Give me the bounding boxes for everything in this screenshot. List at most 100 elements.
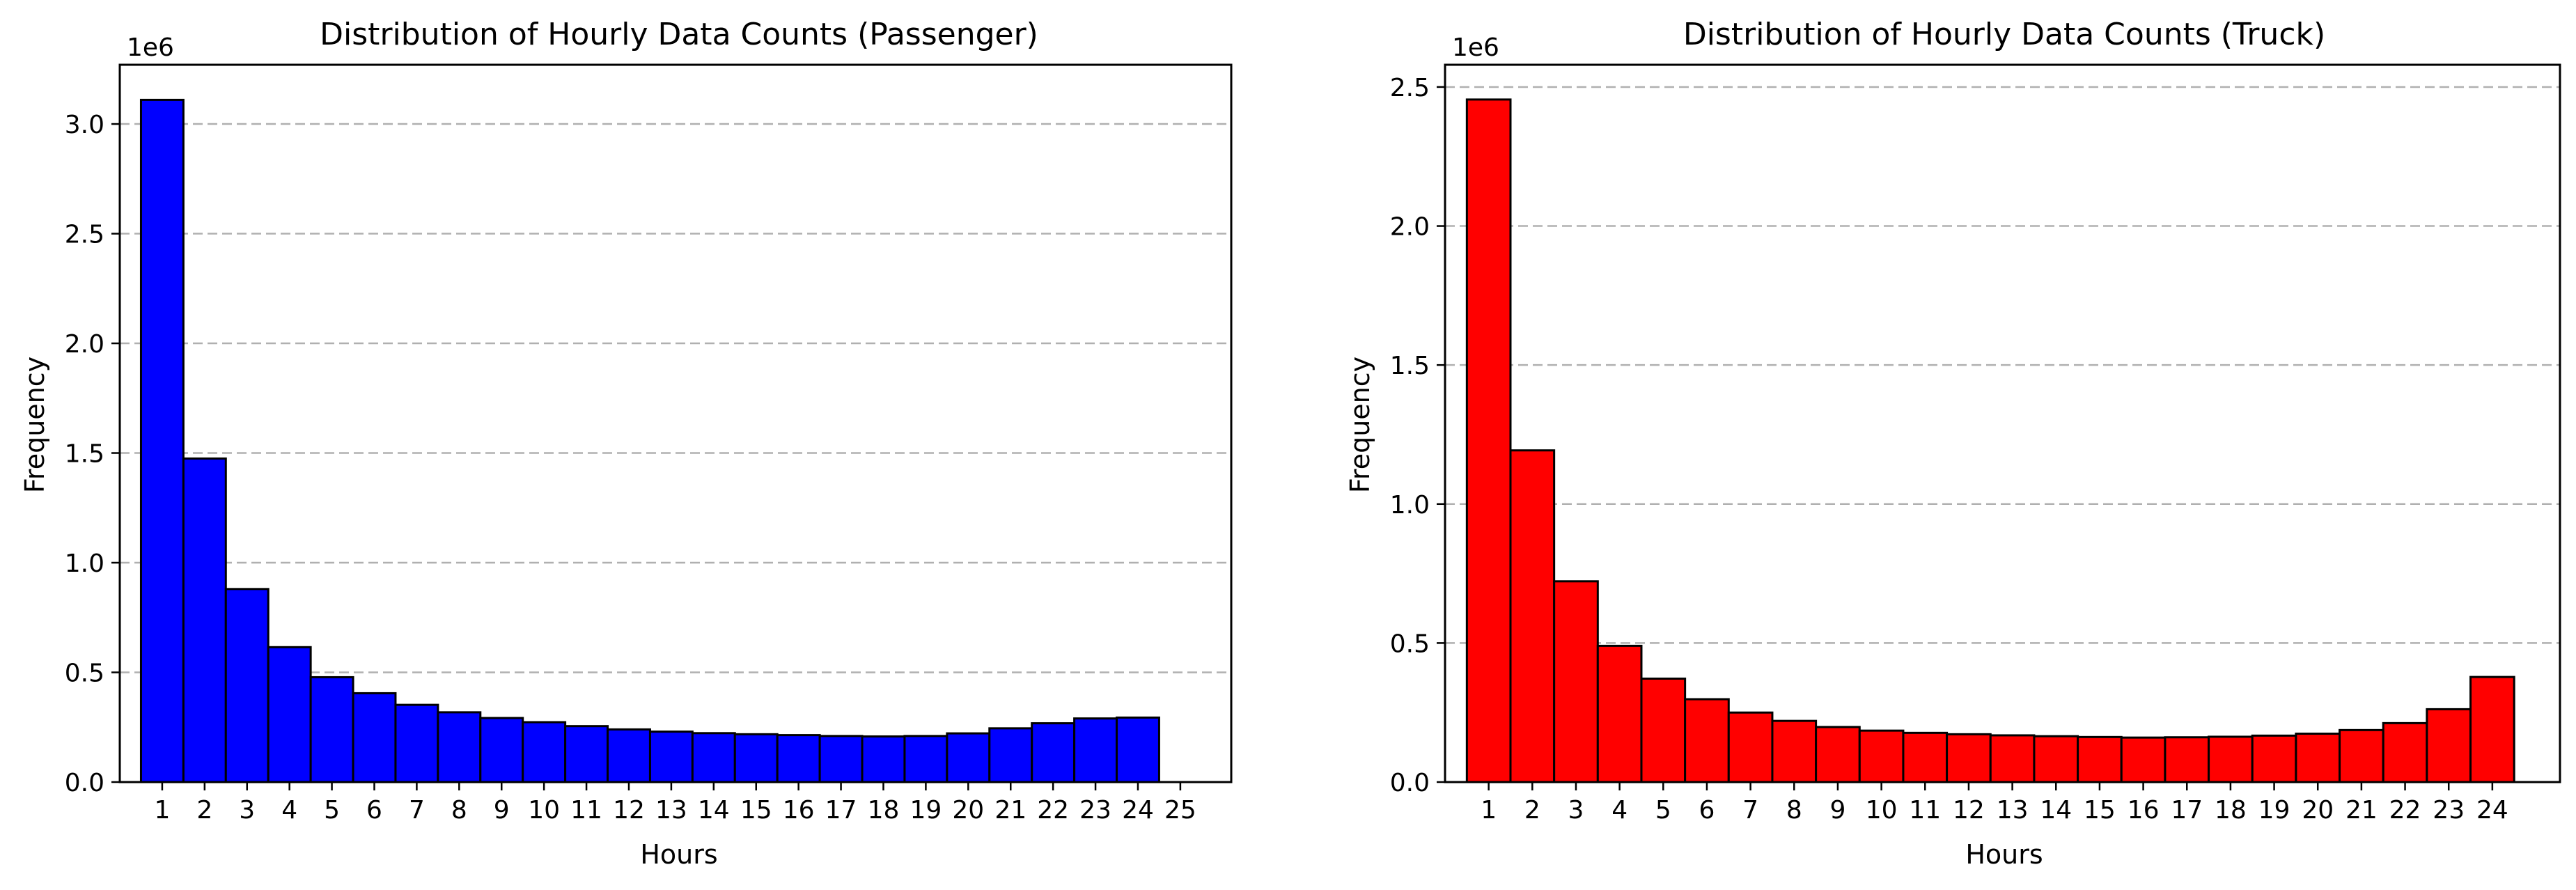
chart-title: Distribution of Hourly Data Counts (Pass…	[320, 17, 1038, 52]
bar	[2251, 734, 2297, 783]
x-tick-label: 15	[2084, 796, 2116, 825]
bar	[2469, 676, 2515, 783]
bar	[1684, 698, 1730, 783]
x-tick-label: 24	[1122, 796, 1154, 825]
bar	[1989, 734, 2036, 783]
x-tick-label: 15	[740, 796, 772, 825]
x-tick-label: 3	[1568, 796, 1584, 825]
x-tick-label: 9	[1830, 796, 1846, 825]
y-tick-label: 2.0	[1390, 213, 1430, 242]
x-tick-label: 17	[2171, 796, 2203, 825]
bar	[394, 703, 439, 783]
bar	[1727, 711, 1774, 783]
x-ticks: 1 2 3 4 5 6 7 8 9 10 11 12 13 14 15 16 17 18 19 20 21 22 23 24	[1481, 782, 2508, 825]
y-tick-label: 2.0	[65, 330, 104, 359]
bar	[352, 692, 397, 783]
truck-histogram-panel: Distribution of Hourly Data Counts (Truc…	[1345, 17, 2561, 870]
x-tick-label: 21	[994, 796, 1027, 825]
x-tick-label: 2	[1524, 796, 1540, 825]
y-axis-label: Frequency	[1345, 357, 1375, 493]
x-tick-label: 7	[409, 796, 425, 825]
bar	[861, 735, 906, 783]
bar	[1771, 719, 1818, 783]
x-tick-label: 9	[494, 796, 510, 825]
y-ticks: 0.0 0.5 1.0 1.5 2.0 2.5	[1390, 74, 1445, 797]
x-ticks: 1 2 3 4 5 6 7 8 9 10 11 12 13 14 15 16 17 18 19 20 21 22 23 24 2…	[154, 782, 1196, 825]
x-tick-label: 23	[2433, 796, 2465, 825]
x-tick-label: 24	[2476, 796, 2508, 825]
bar	[733, 733, 779, 783]
x-tick-label: 8	[451, 796, 467, 825]
x-tick-label: 16	[783, 796, 815, 825]
bar	[1031, 722, 1076, 783]
x-tick-label: 1	[1481, 796, 1497, 825]
x-tick-label: 11	[1909, 796, 1941, 825]
bar	[2077, 735, 2123, 783]
bar	[224, 588, 270, 783]
bar	[691, 732, 736, 783]
x-tick-label: 2	[196, 796, 212, 825]
y-offset-label: 1e6	[127, 33, 174, 62]
bar	[1509, 449, 1556, 783]
x-tick-label: 19	[2258, 796, 2290, 825]
bar	[267, 646, 312, 783]
y-tick-label: 1.5	[1390, 352, 1430, 380]
y-tick-label: 1.5	[65, 440, 104, 469]
y-tick-label: 0.5	[65, 659, 104, 688]
x-tick-label: 19	[910, 796, 942, 825]
x-tick-label: 17	[825, 796, 857, 825]
bar	[2382, 721, 2428, 783]
x-tick-label: 20	[952, 796, 984, 825]
x-tick-label: 23	[1079, 796, 1111, 825]
bar	[2426, 708, 2472, 783]
x-tick-label: 18	[2215, 796, 2247, 825]
x-tick-label: 22	[1037, 796, 1069, 825]
bar	[139, 98, 185, 783]
bar	[2120, 736, 2167, 783]
x-tick-label: 12	[1953, 796, 1985, 825]
bar	[479, 717, 524, 783]
bar	[1465, 98, 1512, 783]
x-tick-label: 25	[1164, 796, 1196, 825]
x-tick-label: 5	[1655, 796, 1671, 825]
bars	[139, 98, 1160, 783]
bar	[818, 735, 864, 783]
chart-title: Distribution of Hourly Data Counts (Truc…	[1683, 17, 2325, 52]
x-tick-label: 8	[1786, 796, 1802, 825]
x-tick-label: 1	[154, 796, 170, 825]
bar	[988, 727, 1033, 783]
x-tick-label: 4	[281, 796, 297, 825]
y-ticks: 0.0 0.5 1.0 1.5 2.0 2.5 3.0	[65, 111, 120, 797]
x-tick-label: 21	[2345, 796, 2378, 825]
bar	[2033, 735, 2079, 783]
x-tick-label: 4	[1611, 796, 1627, 825]
passenger-histogram-panel: Distribution of Hourly Data Counts (Pass…	[19, 17, 1233, 870]
bar	[648, 731, 694, 783]
bar	[1815, 726, 1861, 783]
bar	[2295, 733, 2341, 783]
x-tick-label: 13	[1997, 796, 2029, 825]
bar	[1116, 716, 1160, 783]
bar	[607, 728, 651, 783]
x-tick-label: 12	[613, 796, 645, 825]
x-tick-label: 3	[239, 796, 255, 825]
y-tick-label: 0.0	[1390, 769, 1430, 797]
bar	[309, 676, 354, 783]
x-axis-label: Hours	[640, 839, 717, 870]
bar	[1902, 731, 1949, 783]
grid-lines	[120, 123, 1231, 673]
bar	[2164, 736, 2210, 783]
x-tick-label: 16	[2128, 796, 2160, 825]
x-axis-label: Hours	[1965, 839, 2043, 870]
x-tick-label: 22	[2389, 796, 2421, 825]
x-tick-label: 10	[1866, 796, 1898, 825]
x-tick-label: 14	[698, 796, 730, 825]
grid-lines	[1445, 86, 2560, 644]
bar	[2208, 735, 2254, 783]
bar	[1640, 677, 1687, 783]
bar	[1596, 644, 1643, 783]
bar	[2339, 728, 2384, 783]
plot-frame	[118, 63, 1233, 783]
plot-frame	[1444, 63, 2561, 783]
